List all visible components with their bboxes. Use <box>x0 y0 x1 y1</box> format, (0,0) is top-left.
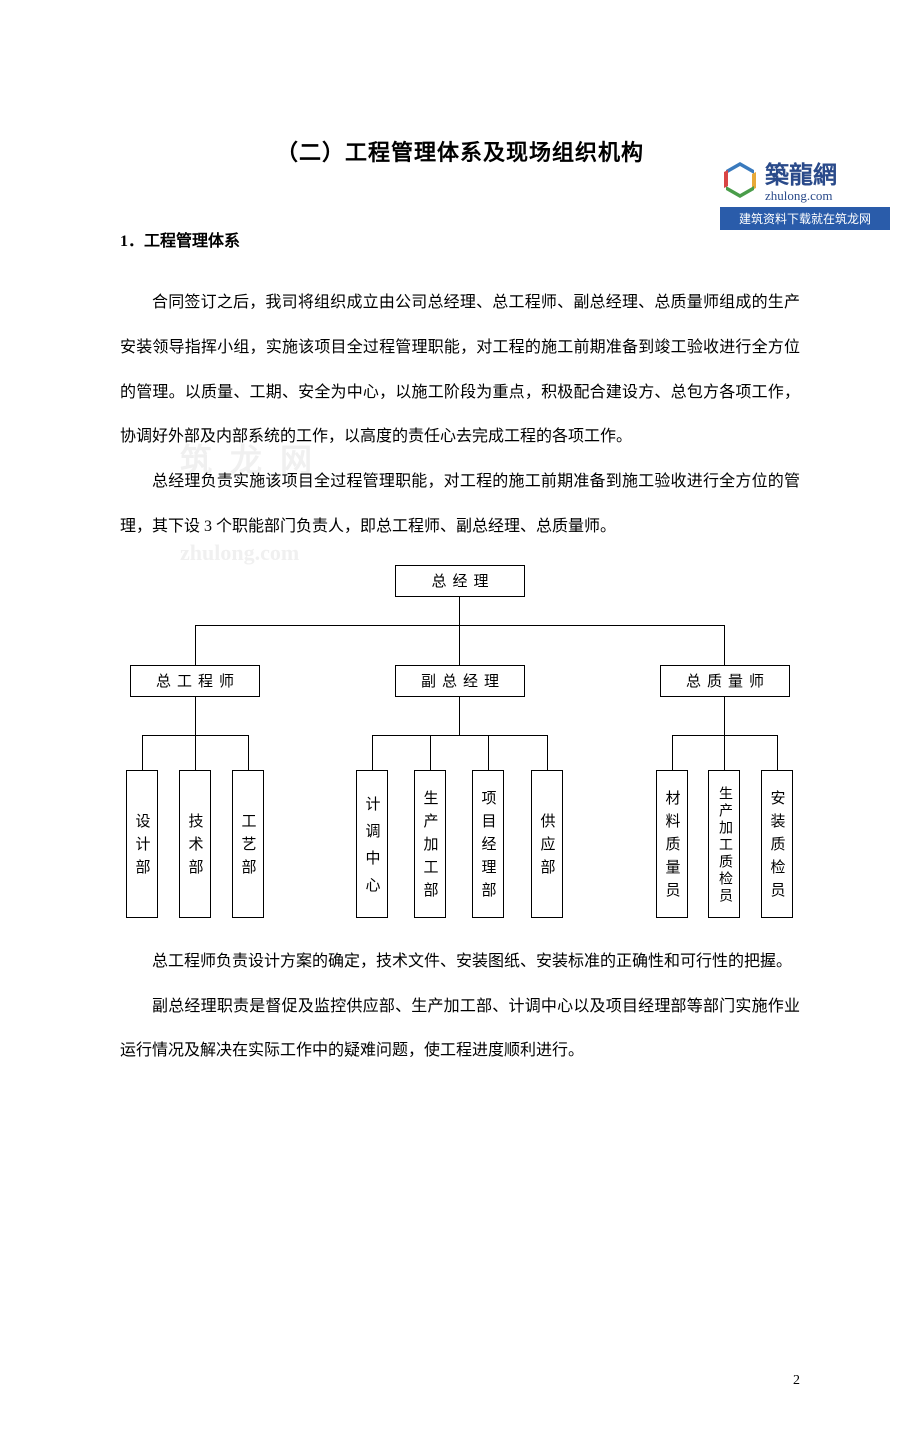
paragraph-2: 总经理负责实施该项目全过程管理职能，对工程的施工前期准备到施工验收进行全方位的管… <box>120 460 800 550</box>
org-line <box>547 735 548 770</box>
org-line <box>724 625 725 665</box>
org-line <box>248 735 249 770</box>
org-line <box>195 625 725 626</box>
logo-top: 築龍網 zhulong.com <box>720 155 890 204</box>
org-node-pm-dept: 项目经理部 <box>472 770 504 918</box>
content-area: 1．工程管理体系 合同签订之后，我司将组织成立由公司总经理、总工程师、副总经理、… <box>0 227 920 1074</box>
org-node-quality-manager: 总质量师 <box>660 665 790 697</box>
logo-sub-text: zhulong.com <box>765 188 833 204</box>
logo-icon <box>720 160 760 200</box>
org-line <box>459 697 460 735</box>
org-node-chief-engineer: 总工程师 <box>130 665 260 697</box>
page-number: 2 <box>793 1373 800 1389</box>
org-line <box>488 735 489 770</box>
org-node-deputy-manager: 副总经理 <box>395 665 525 697</box>
org-node-process-dept: 工艺部 <box>232 770 264 918</box>
org-node-production-qc: 生产加工质检员 <box>708 770 740 918</box>
paragraph-3: 总工程师负责设计方案的确定，技术文件、安装图纸、安装标准的正确性和可行性的把握。 <box>120 940 800 985</box>
org-line <box>459 625 460 665</box>
org-node-production-dept: 生产加工部 <box>414 770 446 918</box>
org-line <box>195 735 196 770</box>
paragraph-4: 副总经理职责是督促及监控供应部、生产加工部、计调中心以及项目经理部等部门实施作业… <box>120 985 800 1075</box>
org-node-general-manager: 总经理 <box>395 565 525 597</box>
paragraph-1: 合同签订之后，我司将组织成立由公司总经理、总工程师、副总经理、总质量师组成的生产… <box>120 281 800 460</box>
org-line <box>372 735 373 770</box>
org-chart: 总经理 总工程师 副总经理 总质量师 设计部 技术部 <box>120 565 800 935</box>
logo-text-block: 築龍網 zhulong.com <box>765 155 848 204</box>
org-node-install-qc: 安装质检员 <box>761 770 793 918</box>
org-line <box>724 697 725 735</box>
logo-main-text: 築龍網 <box>765 155 848 190</box>
org-line <box>672 735 673 770</box>
org-line <box>195 625 196 665</box>
org-node-design-dept: 设计部 <box>126 770 158 918</box>
org-line <box>777 735 778 770</box>
org-line <box>459 597 460 625</box>
org-node-material-qc: 材料质量员 <box>656 770 688 918</box>
org-line <box>195 697 196 735</box>
org-line <box>142 735 143 770</box>
org-node-dispatch-center: 计调中心 <box>356 770 388 918</box>
logo-banner: 建筑资料下载就在筑龙网 <box>720 207 890 230</box>
org-line <box>724 735 725 770</box>
org-line <box>430 735 431 770</box>
org-node-tech-dept: 技术部 <box>179 770 211 918</box>
section-heading: 1．工程管理体系 <box>120 227 800 251</box>
logo-area: 築龍網 zhulong.com 建筑资料下载就在筑龙网 <box>720 155 890 235</box>
org-node-supply-dept: 供应部 <box>531 770 563 918</box>
org-line <box>372 735 547 736</box>
